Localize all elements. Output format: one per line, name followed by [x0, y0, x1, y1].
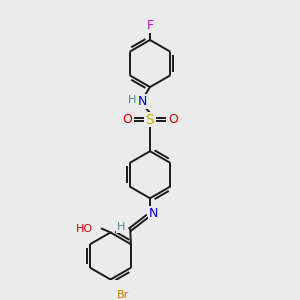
Text: O: O [168, 113, 178, 126]
Text: F: F [146, 19, 154, 32]
Text: S: S [146, 113, 154, 127]
Text: H: H [128, 94, 137, 105]
Text: N: N [148, 207, 158, 220]
Text: Br: Br [116, 290, 129, 300]
Text: H: H [117, 223, 125, 232]
Text: O: O [122, 113, 132, 126]
Text: HO: HO [76, 224, 93, 234]
Text: N: N [138, 95, 147, 108]
